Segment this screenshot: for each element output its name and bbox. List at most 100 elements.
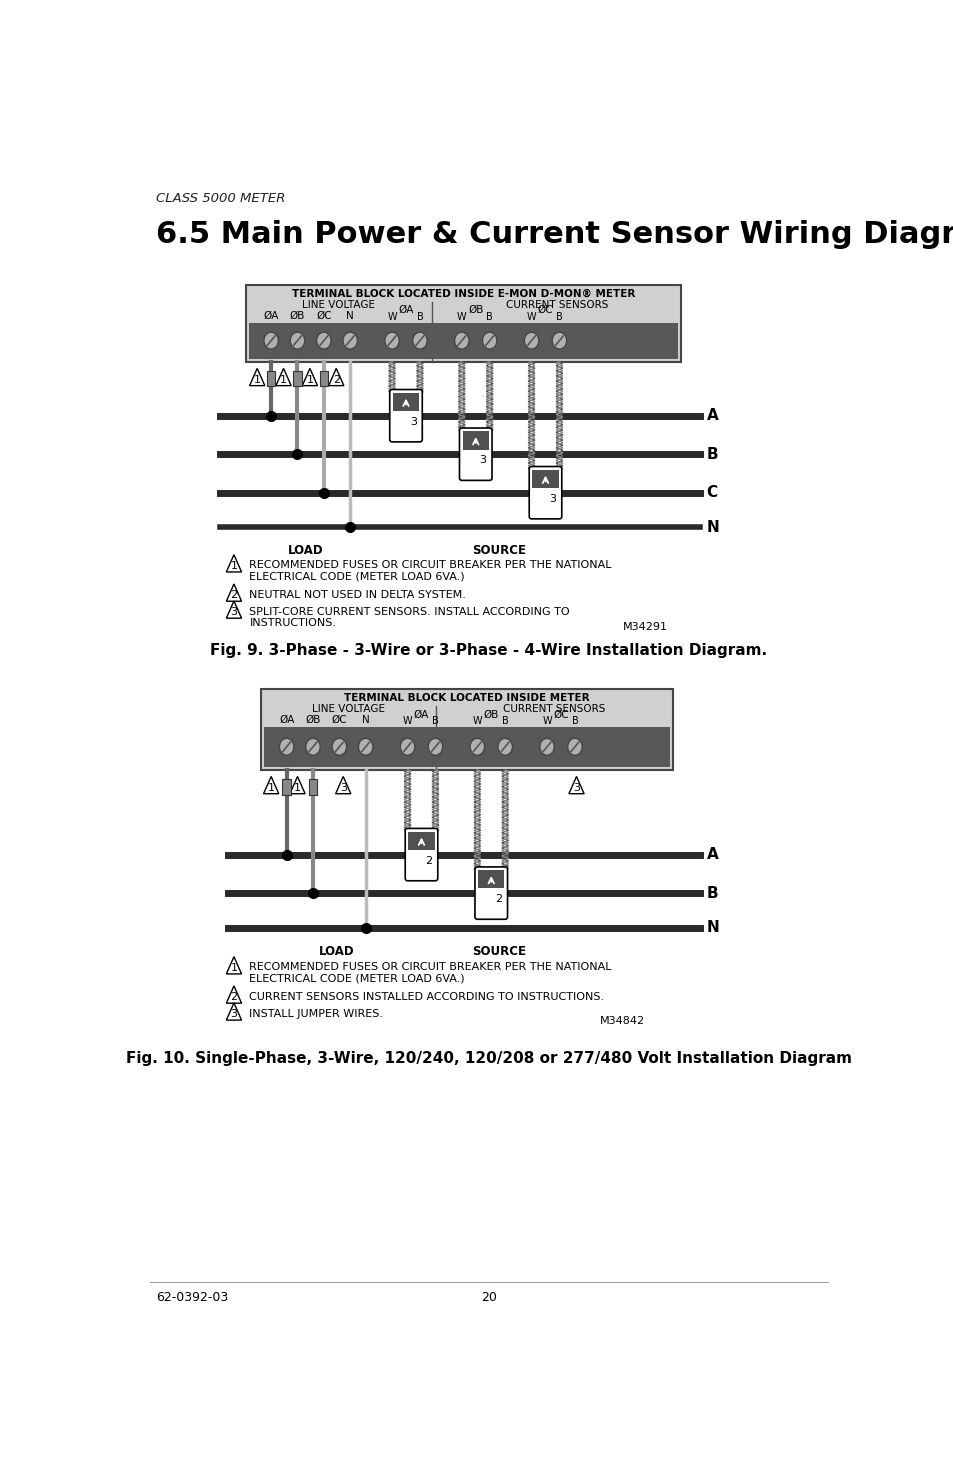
Ellipse shape	[454, 332, 469, 350]
Text: M34842: M34842	[599, 1016, 644, 1027]
Ellipse shape	[413, 332, 427, 350]
Text: INSTRUCTIONS.: INSTRUCTIONS.	[249, 618, 336, 628]
Text: W: W	[541, 717, 551, 726]
Text: ØB: ØB	[305, 715, 320, 724]
Text: ØB: ØB	[290, 311, 305, 320]
Ellipse shape	[524, 332, 538, 350]
Text: 3: 3	[231, 1009, 237, 1019]
Bar	[532, 469, 558, 488]
Text: ØA: ØA	[398, 305, 414, 316]
Text: ØA: ØA	[278, 715, 294, 724]
Text: 1: 1	[294, 783, 301, 792]
Text: 2: 2	[230, 993, 237, 1002]
Bar	[477, 870, 504, 888]
Text: 2: 2	[333, 375, 339, 385]
Text: SOURCE: SOURCE	[472, 944, 525, 957]
Text: LOAD: LOAD	[287, 544, 323, 558]
Text: 3: 3	[231, 608, 237, 617]
Text: Fig. 10. Single-Phase, 3-Wire, 120/240, 120/208 or 277/480 Volt Installation Dia: Fig. 10. Single-Phase, 3-Wire, 120/240, …	[126, 1052, 851, 1066]
Text: SPLIT-CORE CURRENT SENSORS. INSTALL ACCORDING TO: SPLIT-CORE CURRENT SENSORS. INSTALL ACCO…	[249, 608, 570, 618]
Text: ØC: ØC	[553, 709, 568, 720]
FancyBboxPatch shape	[405, 829, 437, 881]
Text: 2: 2	[425, 855, 432, 866]
Text: 2: 2	[230, 590, 237, 600]
Text: NEUTRAL NOT USED IN DELTA SYSTEM.: NEUTRAL NOT USED IN DELTA SYSTEM.	[249, 590, 466, 600]
Text: 1: 1	[306, 375, 314, 385]
Text: TERMINAL BLOCK LOCATED INSIDE METER: TERMINAL BLOCK LOCATED INSIDE METER	[344, 693, 589, 704]
Text: N: N	[361, 715, 369, 724]
Text: ØC: ØC	[315, 311, 332, 320]
Text: 3: 3	[573, 783, 579, 792]
Text: RECOMMENDED FUSES OR CIRCUIT BREAKER PER THE NATIONAL: RECOMMENDED FUSES OR CIRCUIT BREAKER PER…	[249, 560, 611, 571]
Text: B: B	[416, 313, 423, 322]
Ellipse shape	[539, 739, 554, 755]
Text: C: C	[706, 485, 717, 500]
Ellipse shape	[316, 332, 331, 350]
Text: CLASS 5000 METER: CLASS 5000 METER	[155, 192, 285, 205]
Text: LOAD: LOAD	[318, 944, 354, 957]
Text: LINE VOLTAGE: LINE VOLTAGE	[302, 299, 375, 310]
Text: SOURCE: SOURCE	[472, 544, 525, 558]
Bar	[408, 832, 435, 850]
Text: CURRENT SENSORS: CURRENT SENSORS	[505, 299, 607, 310]
Text: B: B	[706, 447, 718, 462]
Text: 3: 3	[339, 783, 346, 792]
Text: ØA: ØA	[414, 709, 429, 720]
Ellipse shape	[279, 739, 294, 755]
Text: INSTALL JUMPER WIRES.: INSTALL JUMPER WIRES.	[249, 1009, 383, 1019]
Text: 62-0392-03: 62-0392-03	[155, 1291, 228, 1304]
Ellipse shape	[497, 739, 512, 755]
FancyBboxPatch shape	[459, 428, 492, 481]
Ellipse shape	[342, 332, 357, 350]
Text: B: B	[432, 717, 438, 726]
Text: ØC: ØC	[537, 305, 553, 316]
Bar	[319, 372, 328, 386]
Text: ELECTRICAL CODE (METER LOAD 6VA.): ELECTRICAL CODE (METER LOAD 6VA.)	[249, 974, 465, 984]
Text: W: W	[526, 313, 536, 322]
Ellipse shape	[470, 739, 484, 755]
Ellipse shape	[305, 739, 320, 755]
Ellipse shape	[428, 739, 442, 755]
Bar	[282, 779, 291, 795]
Text: W: W	[402, 717, 412, 726]
Text: 2: 2	[495, 894, 501, 904]
Text: M34291: M34291	[622, 622, 667, 633]
Text: RECOMMENDED FUSES OR CIRCUIT BREAKER PER THE NATIONAL: RECOMMENDED FUSES OR CIRCUIT BREAKER PER…	[249, 962, 611, 972]
Text: 1: 1	[231, 560, 237, 571]
Text: 3: 3	[549, 494, 556, 504]
Text: B: B	[501, 717, 508, 726]
Text: 1: 1	[268, 783, 274, 792]
Text: N: N	[346, 311, 354, 320]
Text: TERMINAL BLOCK LOCATED INSIDE E-MON D-MON® METER: TERMINAL BLOCK LOCATED INSIDE E-MON D-MO…	[292, 289, 635, 299]
Text: CURRENT SENSORS: CURRENT SENSORS	[503, 704, 605, 714]
Bar	[249, 323, 678, 358]
Text: B: B	[571, 717, 578, 726]
Text: 1: 1	[280, 375, 287, 385]
Ellipse shape	[552, 332, 566, 350]
Text: W: W	[456, 313, 466, 322]
Text: B: B	[556, 313, 562, 322]
Bar	[261, 689, 673, 770]
Text: A: A	[706, 409, 718, 423]
Ellipse shape	[400, 739, 415, 755]
Text: B: B	[706, 885, 718, 901]
Text: ØC: ØC	[332, 715, 347, 724]
FancyBboxPatch shape	[390, 389, 422, 442]
Ellipse shape	[482, 332, 497, 350]
Text: CURRENT SENSORS INSTALLED ACCORDING TO INSTRUCTIONS.: CURRENT SENSORS INSTALLED ACCORDING TO I…	[249, 993, 604, 1003]
Text: ØA: ØA	[263, 311, 278, 320]
Text: 1: 1	[231, 963, 237, 974]
Bar	[293, 372, 301, 386]
Bar	[462, 431, 489, 450]
Bar	[393, 392, 418, 412]
Text: A: A	[706, 847, 718, 861]
Bar	[264, 727, 670, 767]
Text: ELECTRICAL CODE (METER LOAD 6VA.): ELECTRICAL CODE (METER LOAD 6VA.)	[249, 571, 465, 581]
Text: 3: 3	[410, 417, 416, 426]
Text: LINE VOLTAGE: LINE VOLTAGE	[312, 704, 385, 714]
Text: Fig. 9. 3-Phase - 3-Wire or 3-Phase - 4-Wire Installation Diagram.: Fig. 9. 3-Phase - 3-Wire or 3-Phase - 4-…	[211, 643, 766, 658]
Ellipse shape	[264, 332, 278, 350]
Text: B: B	[486, 313, 493, 322]
Text: ØB: ØB	[483, 709, 498, 720]
Ellipse shape	[358, 739, 373, 755]
